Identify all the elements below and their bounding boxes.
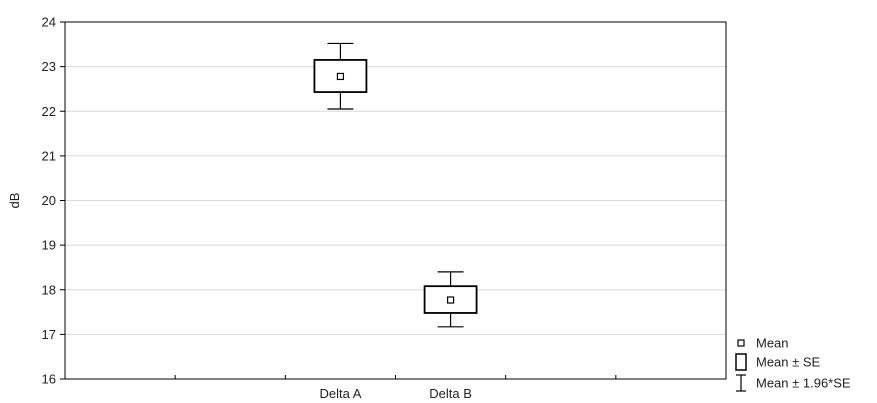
y-tick-label: 19 [42, 238, 56, 253]
y-tick-label: 24 [42, 15, 56, 30]
plot-series [313, 42, 478, 328]
legend-mean-icon [737, 339, 745, 347]
legend-label: Mean ± SE [756, 355, 821, 370]
y-tick-label: 17 [42, 327, 56, 342]
legend-ci-icon [736, 374, 746, 392]
y-tick-label: 16 [42, 372, 56, 387]
legend-item: Mean ± SE [735, 353, 821, 371]
x-tick-label: Delta A [319, 386, 361, 401]
legend-item: Mean [737, 336, 789, 351]
box-group [313, 42, 368, 110]
box-group [423, 271, 478, 328]
gridlines [65, 66, 726, 335]
x-axis: Delta A Delta B [174, 375, 617, 401]
mean-marker [336, 72, 345, 81]
legend-label: Mean ± 1.96*SE [756, 376, 851, 391]
legend-se-icon [735, 353, 747, 371]
y-tick-label: 21 [42, 148, 56, 163]
legend: Mean Mean ± SE Mean ± 1.96*SE [735, 336, 851, 392]
x-tick-label: Delta B [429, 386, 472, 401]
y-tick-label: 23 [42, 59, 56, 74]
y-axis: 16 17 18 19 20 21 22 23 24 [42, 15, 65, 387]
legend-label: Mean [756, 336, 789, 351]
mean-marker [446, 296, 455, 304]
y-axis-title: dB [7, 193, 22, 209]
y-tick-label: 20 [42, 193, 56, 208]
y-tick-label: 18 [42, 282, 56, 297]
legend-item: Mean ± 1.96*SE [736, 374, 851, 392]
y-tick-label: 22 [42, 104, 56, 119]
